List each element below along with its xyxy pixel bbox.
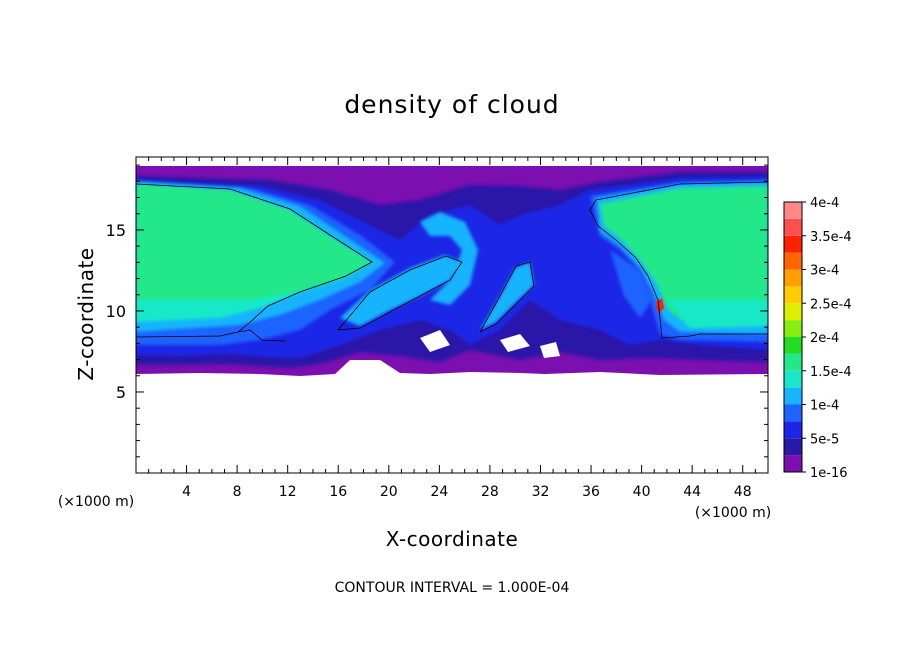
cloud-density-field: [136, 166, 768, 376]
density-region-core-left: [136, 184, 372, 316]
colorbar-tick-label: 4e-4: [810, 196, 839, 211]
x-tick-label: 8: [233, 484, 242, 500]
colorbar-tick-label: 3e-4: [810, 264, 839, 279]
contour-line-swirl: [337, 255, 463, 331]
y-axis-ticks: 5 10 15: [106, 164, 768, 458]
x-tick-label: 12: [279, 484, 297, 500]
colorbar-tick-label: 3.5e-4: [810, 230, 852, 245]
colorbar-swatch: [784, 202, 802, 219]
colorbar-swatch: [784, 387, 802, 405]
density-region-core-right: [600, 186, 768, 326]
colorbar-tick-label: 1.5e-4: [810, 365, 852, 380]
x-tick-label: 20: [380, 484, 398, 500]
density-gap-2: [500, 334, 530, 352]
x-tick-label: 40: [633, 484, 651, 500]
x-tick-label: 28: [481, 484, 499, 500]
x-unit-label-left: (×1000 m): [58, 494, 134, 510]
colorbar-swatch: [784, 320, 802, 337]
x-tick-label: 24: [430, 484, 448, 500]
contour-interval-footer: CONTOUR INTERVAL = 1.000E-04: [335, 580, 570, 596]
colorbar-tick-label: 2e-4: [810, 331, 839, 346]
colorbar-swatch: [784, 252, 802, 270]
y-tick-label: 10: [106, 302, 126, 321]
density-gap-1: [420, 330, 450, 352]
density-filament-4: [610, 250, 652, 318]
y-axis-label: Z-coordinate: [74, 247, 98, 380]
colorbar-tick-label: 5e-5: [810, 432, 839, 447]
colorbar-swatch: [784, 269, 802, 287]
x-axis-ticks: 4 8 12 16 20 24 28 32 36 40 44 48: [148, 157, 756, 500]
contour-line-left: [136, 183, 373, 342]
x-tick-label: 44: [683, 484, 701, 500]
density-filament-3: [480, 262, 534, 330]
colorbar-swatch: [784, 286, 802, 304]
colorbar-swatch: [784, 455, 802, 472]
x-tick-label: 32: [532, 484, 550, 500]
contour-line-swirl-2: [479, 261, 535, 333]
y-tick-label: 15: [106, 221, 126, 240]
x-unit-label-right: (×1000 m): [695, 505, 771, 521]
density-region-core-right-cyan: [668, 300, 768, 328]
colorbar-swatch: [784, 421, 802, 439]
x-tick-label: 48: [734, 484, 752, 500]
y-tick-label: 5: [116, 383, 126, 402]
colorbar-tick-label: 2.5e-4: [810, 297, 852, 312]
density-filament-1: [340, 255, 462, 326]
colorbar: 1e-16 5e-5 1e-4 1.5e-4 2e-4 2.5e-4 3e-4 3.5e-4 4…: [783, 196, 852, 481]
chart-title: density of cloud: [344, 90, 559, 119]
x-tick-label: 4: [182, 484, 191, 500]
colorbar-swatch: [784, 337, 802, 354]
colorbar-swatch: [784, 370, 802, 388]
colorbar-swatch: [784, 353, 802, 371]
density-filament-2: [420, 212, 478, 305]
colorbar-tick-label: 1e-4: [810, 399, 839, 414]
colorbar-swatch: [784, 404, 802, 422]
x-axis-label: X-coordinate: [386, 527, 519, 551]
colorbar-swatch: [784, 218, 802, 236]
density-region-core-left-cyan: [136, 292, 300, 322]
density-gap-3: [540, 342, 560, 358]
colorbar-swatch: [784, 235, 802, 253]
colorbar-tick-label: 1e-16: [810, 466, 848, 481]
colorbar-swatch: [784, 303, 802, 321]
contour-line-right: [589, 181, 768, 339]
x-tick-label: 16: [329, 484, 347, 500]
colorbar-swatch: [784, 438, 802, 456]
x-tick-label: 36: [582, 484, 600, 500]
